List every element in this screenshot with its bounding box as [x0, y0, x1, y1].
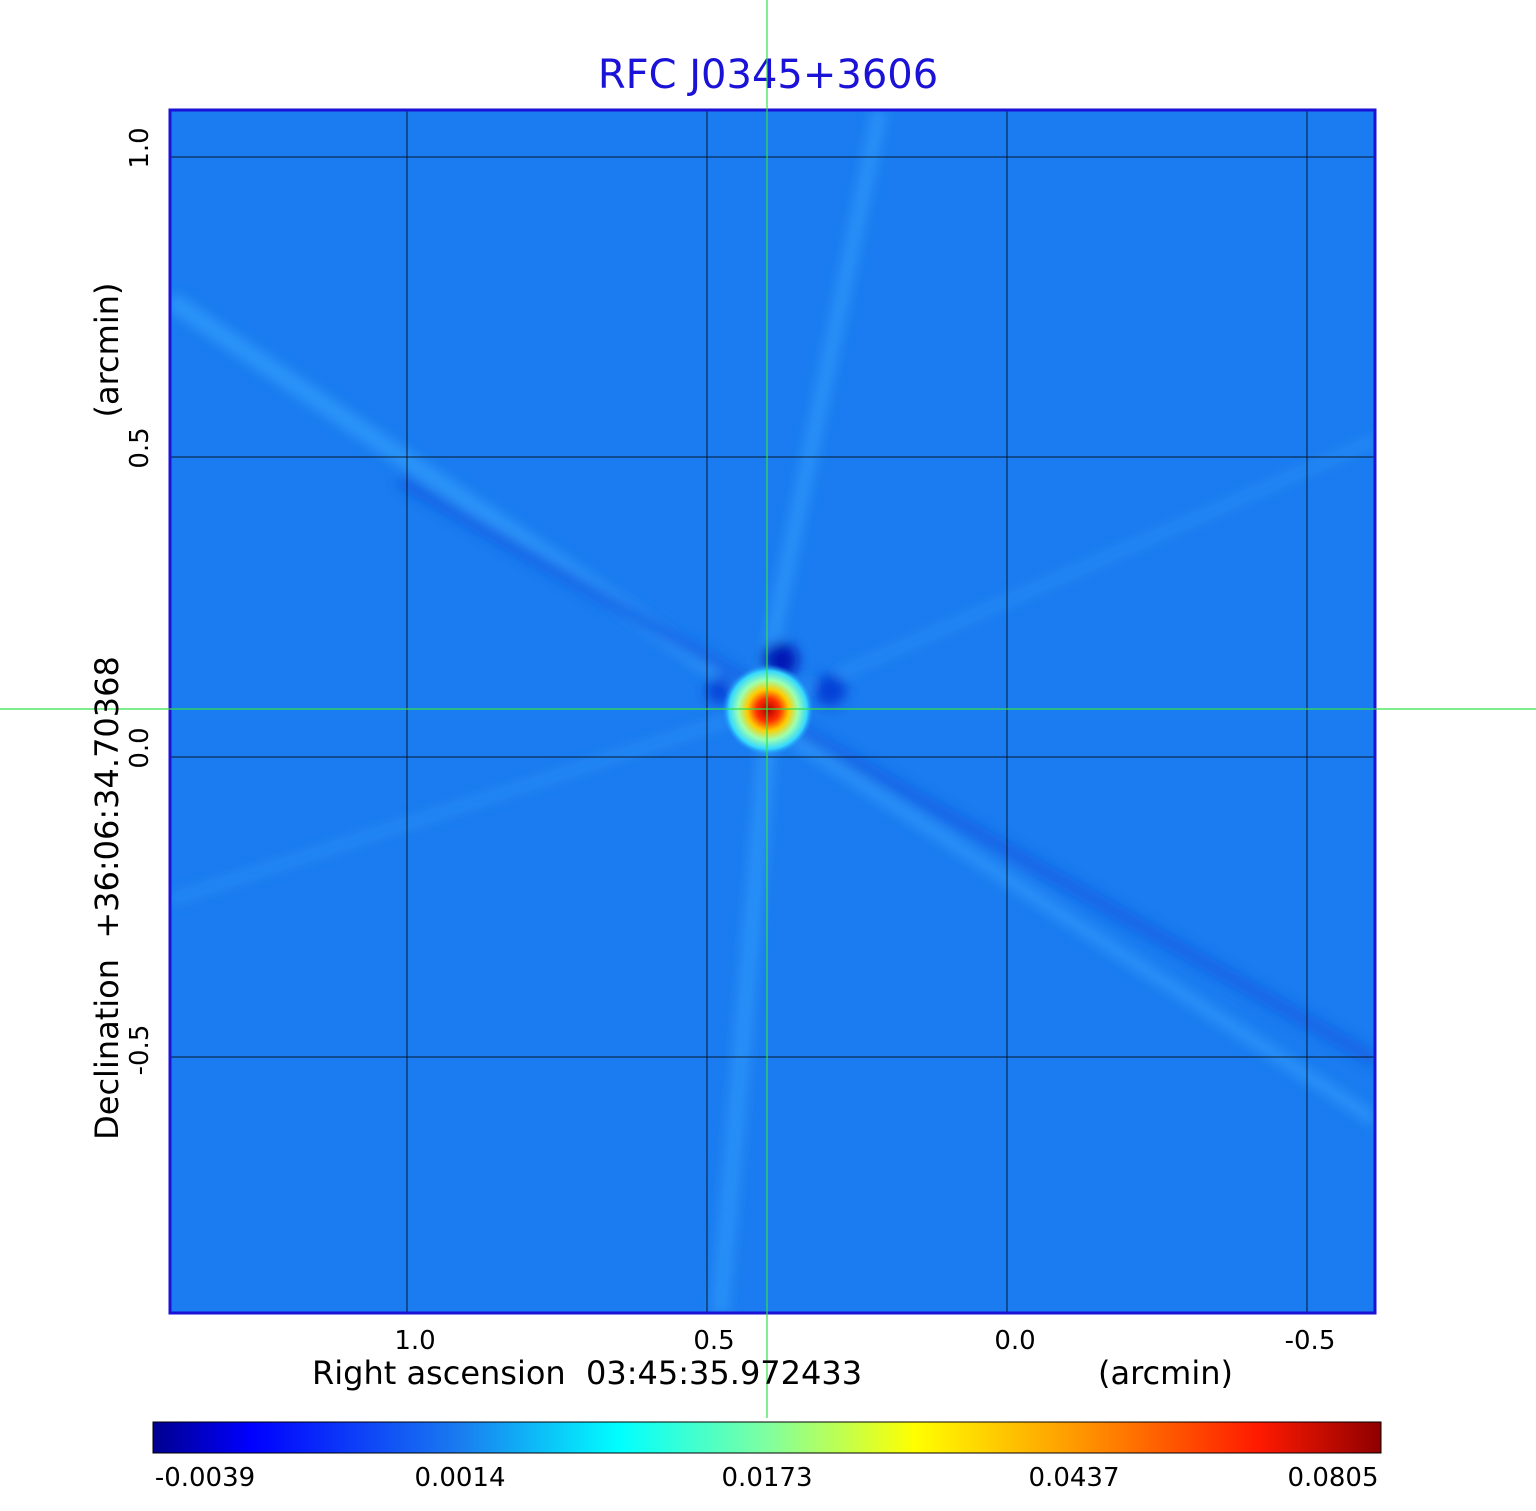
x-tick-label: 1.0	[394, 1326, 436, 1356]
y-tick-label: 0.0	[125, 727, 155, 769]
y-axis-unit: (arcmin)	[88, 282, 126, 418]
colorbar	[152, 1421, 1382, 1454]
colorbar-tick-label: -0.0039	[154, 1463, 256, 1493]
y-axis-label: Declination +36:06:34.70368	[88, 656, 126, 1140]
colorbar-tick-label: 0.0014	[414, 1463, 506, 1493]
y-tick-label: -0.5	[125, 1024, 155, 1076]
map-frame	[168, 108, 1377, 1315]
colorbar-tick-label: 0.0173	[721, 1463, 813, 1493]
colorbar-tick-label: 0.0437	[1028, 1463, 1120, 1493]
map-title: RFC J0345+3606	[597, 52, 939, 98]
y-tick-label: 1.0	[125, 127, 155, 169]
colorbar-tick-label: 0.0805	[1287, 1463, 1379, 1493]
source-core	[722, 664, 814, 756]
sidelobe-pattern	[170, 110, 1375, 1313]
y-tick-label: 0.5	[125, 427, 155, 469]
x-axis-label: Right ascension 03:45:35.972433	[312, 1354, 863, 1392]
coordinate-grid	[170, 110, 1375, 1313]
x-tick-label: 0.0	[994, 1326, 1036, 1356]
crosshair	[0, 0, 1536, 1418]
x-axis-unit: (arcmin)	[1098, 1354, 1233, 1392]
x-tick-label: 0.5	[693, 1326, 735, 1356]
x-tick-label: -0.5	[1284, 1326, 1336, 1356]
